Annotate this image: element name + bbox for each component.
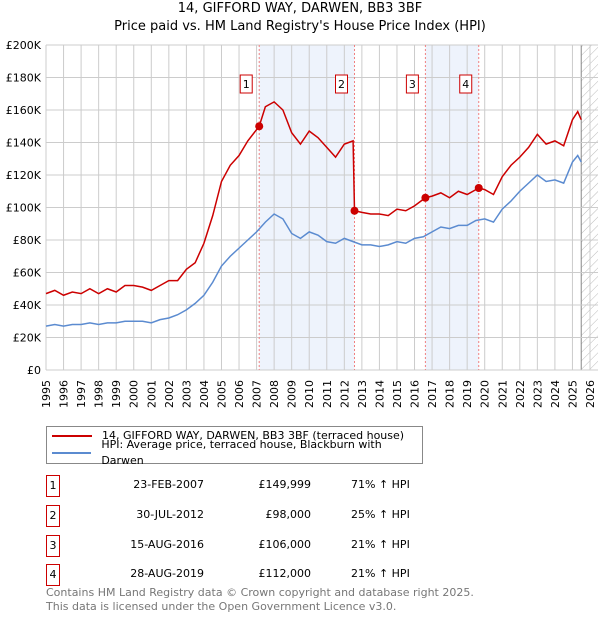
transaction-date: 30-JUL-2012 [136, 508, 204, 521]
x-tick-label: 2009 [286, 380, 299, 408]
x-tick-label: 2018 [444, 380, 457, 408]
x-tick-label: 2025 [566, 380, 579, 408]
legend-swatch-blue [52, 452, 92, 454]
legend: 14, GIFFORD WAY, DARWEN, BB3 3BF (terrac… [46, 426, 423, 467]
x-tick-label: 1999 [110, 380, 123, 408]
sale-point [421, 193, 430, 202]
y-tick-label: £180K [6, 72, 42, 85]
x-tick-label: 2016 [409, 380, 422, 408]
x-tick-label: 2013 [356, 380, 369, 408]
transaction-hpi: 21% ↑ HPI [351, 538, 410, 551]
sale-badge [239, 74, 253, 94]
marker-badge: 4 [46, 564, 60, 586]
x-tick-label: 2015 [391, 380, 404, 408]
sale-point [255, 122, 264, 131]
transaction-date: 28-AUG-2019 [130, 567, 204, 580]
x-tick-label: 2022 [514, 380, 527, 408]
x-tick-label: 2019 [461, 380, 474, 408]
sale-badge-label: 4 [462, 78, 469, 91]
x-tick-label: 2011 [321, 380, 334, 408]
transaction-hpi: 71% ↑ HPI [351, 478, 410, 491]
y-tick-label: £0 [27, 364, 41, 377]
chart-title: 14, GIFFORD WAY, DARWEN, BB3 3BF [177, 1, 423, 16]
series-line [45, 154, 582, 327]
y-tick-label: £40K [13, 299, 42, 312]
x-tick-label: 2005 [215, 380, 228, 408]
legend-swatch-red [52, 435, 92, 437]
chart-subtitle: Price paid vs. HM Land Registry's House … [114, 19, 486, 34]
x-tick-label: 2000 [128, 380, 141, 408]
transaction-hpi: 25% ↑ HPI [351, 508, 410, 521]
y-tick-label: £120K [6, 169, 42, 182]
y-tick-label: £20K [13, 332, 42, 345]
sale-point [350, 206, 359, 215]
x-tick-label: 2026 [584, 380, 597, 408]
transaction-price: £98,000 [265, 508, 312, 521]
x-tick-label: 2020 [479, 380, 492, 408]
x-tick-label: 1996 [58, 380, 71, 408]
footer-licence: This data is licensed under the Open Gov… [46, 600, 397, 613]
x-tick-label: 2002 [163, 380, 176, 408]
x-tick-label: 2014 [373, 380, 386, 408]
footer-copyright: Contains HM Land Registry data © Crown c… [46, 586, 474, 599]
transaction-date: 23-FEB-2007 [133, 478, 204, 491]
sale-badge-label: 3 [409, 78, 416, 91]
transaction-price: £106,000 [258, 538, 312, 551]
y-tick-label: £160K [6, 104, 42, 117]
y-tick-label: £100K [6, 202, 42, 215]
sale-badge-label: 2 [338, 78, 345, 91]
sale-badge [335, 74, 349, 94]
y-tick-label: £140K [6, 137, 42, 150]
marker-badge: 3 [46, 535, 60, 557]
legend-item-hpi: HPI: Average price, terraced house, Blac… [52, 438, 422, 467]
price-chart: 1995 1996 1997 1998 1999 2000 2001 2002 2003 2004… [6, 39, 598, 408]
legend-label: HPI: Average price, terraced house, Blac… [101, 438, 382, 467]
x-tick-label: 2008 [268, 380, 281, 408]
y-tick-label: £80K [13, 234, 42, 247]
transaction-price: £112,000 [258, 567, 312, 580]
marker-badge: 1 [46, 475, 60, 497]
x-tick-label: 2010 [303, 380, 316, 408]
sale-badge [459, 74, 473, 94]
marker-badge: 2 [46, 505, 60, 527]
transaction-hpi: 21% ↑ HPI [351, 567, 410, 580]
series-line [45, 100, 582, 297]
legend-label: 14, GIFFORD WAY, DARWEN, BB3 3BF (terrac… [102, 429, 405, 442]
x-tick-label: 1997 [75, 380, 88, 408]
x-tick-label: 2001 [145, 380, 158, 408]
x-tick-label: 2012 [338, 380, 351, 408]
y-tick-label: £60K [13, 267, 42, 280]
sale-badge [405, 74, 419, 94]
x-tick-label: 2007 [251, 380, 264, 408]
y-tick-label: £200K [6, 39, 42, 52]
sale-badge-label: 1 [243, 78, 250, 91]
x-tick-label: 1995 [40, 380, 53, 408]
x-tick-label: 2024 [549, 380, 562, 408]
x-tick-label: 2023 [531, 380, 544, 408]
x-tick-label: 1998 [93, 380, 106, 408]
legend-item-property: 14, GIFFORD WAY, DARWEN, BB3 3BF (terrac… [52, 428, 404, 444]
x-tick-label: 2006 [233, 380, 246, 408]
x-tick-label: 2004 [198, 380, 211, 408]
x-tick-label: 2021 [496, 380, 509, 408]
sale-point [474, 184, 483, 192]
transaction-date: 15-AUG-2016 [130, 538, 204, 551]
x-tick-label: 2017 [426, 380, 439, 408]
x-tick-label: 2003 [180, 380, 193, 408]
transaction-price: £149,999 [258, 478, 312, 491]
